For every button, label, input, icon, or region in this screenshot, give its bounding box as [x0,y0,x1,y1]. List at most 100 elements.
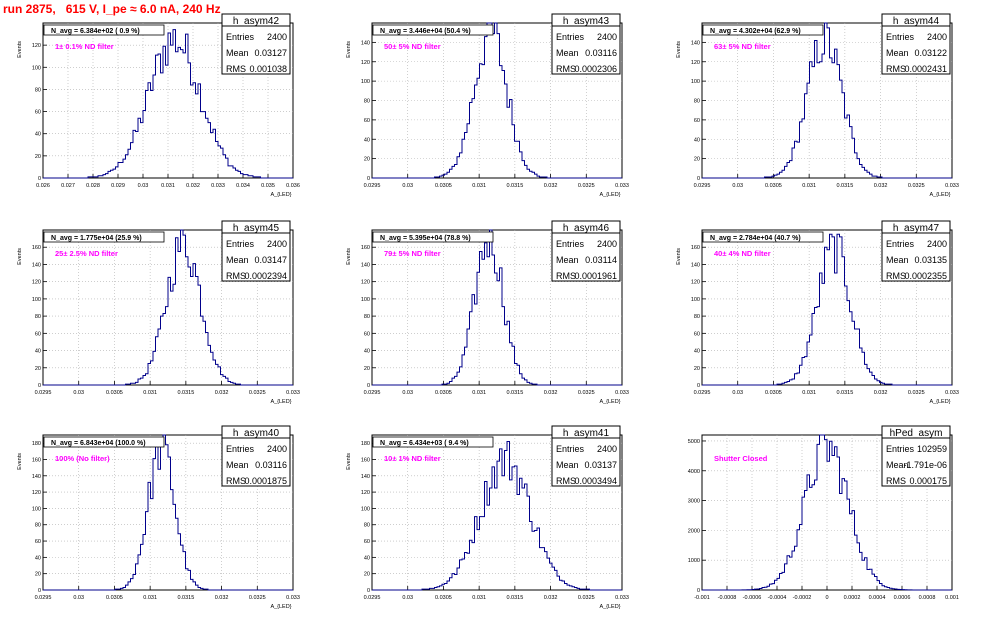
stats-box [221,425,291,487]
x-tick-label: 0.033 [286,595,300,601]
stats-key: RMS [556,64,576,74]
y-tick-label: 60 [35,110,41,116]
stats-box [221,13,291,75]
y-tick-label: 40 [694,349,700,355]
y-tick-label: 20 [694,157,700,163]
y-tick-label: 140 [691,262,700,268]
x-tick-label: 0.032 [186,183,200,189]
y-tick-label: 0 [697,588,700,594]
histogram-series [702,434,952,591]
stats-value: 0.0001961 [574,271,617,281]
y-tick-label: 80 [364,99,370,105]
y-tick-label: 0 [697,176,700,182]
x-tick-label: 0.027 [61,183,75,189]
x-axis-title: A_{LED} [270,192,291,198]
y-tick-label: 100 [691,297,700,303]
x-tick-label: 0.0295 [35,390,52,396]
stats-value: 2400 [597,444,617,454]
stats-key: RMS [226,64,246,74]
x-tick-label: 0.032 [544,390,558,396]
y-tick-label: 0 [38,588,41,594]
x-tick-label: 0.03 [402,390,413,396]
histogram-panel-h_asym40: 0.0295 0.03 0.0305 0.031 0.0315 0.032 0.0325 0.… [17,425,300,610]
y-tick-label: 40 [364,349,370,355]
stats-value: 0.0002431 [904,64,947,74]
navg-box [43,24,165,36]
y-tick-label: 100 [691,79,700,85]
y-tick-label: 160 [361,245,370,251]
stats-box [881,425,951,487]
stats-value: 102959 [917,444,947,454]
plot-frame [701,229,953,386]
y-tick-label: 60 [694,331,700,337]
stats-value: 0.03116 [585,48,617,58]
y-tick-label: 60 [35,331,41,337]
stats-value: 2400 [927,32,947,42]
y-tick-label: 40 [694,137,700,143]
stats-value: 0.0002306 [574,64,617,74]
x-tick-label: -0.0006 [743,595,762,601]
x-tick-label: 0.031 [802,183,816,189]
stats-key: Entries [556,239,585,249]
histogram-panel-h_asym44: 0.0295 0.03 0.0305 0.031 0.0315 0.032 0.0325 0.… [676,13,959,198]
stats-value: 0.03127 [254,48,287,58]
navg-label: N_avg = 3.446e+04 (50.4 %) [380,28,471,35]
stats-key: Entries [886,239,915,249]
y-tick-label: 140 [361,474,370,480]
x-tick-label: 0.0305 [106,595,123,601]
x-tick-label: 0.03 [732,183,743,189]
x-tick-label: -0.0008 [718,595,737,601]
stats-value: 0.03137 [584,460,617,470]
stats-key: Mean [556,255,579,265]
x-tick-label: 0.031 [143,390,157,396]
navg-label: N_avg = 5.395e+04 (78.8 %) [380,235,471,242]
stats-title: h_asym42 [233,16,280,27]
x-tick-label: 0.0006 [894,595,911,601]
y-tick-label: 80 [35,87,41,93]
y-tick-label: 20 [364,572,370,578]
plot-frame [371,434,623,591]
filter-annotation: 100% (No filter) [55,454,110,463]
x-tick-label: 0.033 [615,183,629,189]
x-tick-label: 0.0305 [435,595,452,601]
stats-key: Entries [886,32,915,42]
x-tick-label: 0.0315 [506,183,523,189]
x-tick-label: 0.0315 [836,183,853,189]
x-tick-label: 0.031 [802,390,816,396]
navg-box [372,231,494,243]
stats-box [551,13,621,75]
y-tick-label: 120 [361,490,370,496]
stats-value: 0.03116 [255,460,287,470]
page-title: run 2875, 615 V, I_pe ≈ 6.0 nA, 240 Hz [3,2,221,16]
x-tick-label: 0.0315 [177,390,194,396]
y-tick-label: 5000 [688,439,700,445]
stats-value: 0.0003494 [574,476,617,486]
stats-key: Entries [226,239,255,249]
stats-title: h_asym45 [233,223,280,234]
histogram-panel-h_asym43: 0.0295 0.03 0.0305 0.031 0.0315 0.032 0.0325 0.… [346,13,629,198]
filter-annotation: 25± 2.5% ND filter [55,249,118,258]
y-tick-label: 20 [364,366,370,372]
filter-annotation: Shutter Closed [714,454,768,463]
y-tick-label: 20 [35,366,41,372]
x-tick-label: 0.033 [945,183,959,189]
y-tick-label: 80 [35,314,41,320]
stats-title: h_asym47 [893,223,940,234]
x-tick-label: 0.032 [544,183,558,189]
x-tick-label: 0.0325 [908,183,925,189]
x-tick-label: 0.03 [73,595,84,601]
x-tick-label: 0.0315 [177,595,194,601]
y-tick-label: 140 [32,262,41,268]
x-tick-label: 0.0295 [694,183,711,189]
y-tick-label: 160 [32,457,41,463]
stats-value: 0.0002355 [904,271,947,281]
x-axis-title: A_{LED} [270,399,291,405]
y-tick-label: 140 [361,40,370,46]
x-tick-label: 0.0305 [435,390,452,396]
x-tick-label: 0.03 [73,390,84,396]
y-axis-title: Events [346,453,352,470]
y-tick-label: 20 [694,366,700,372]
x-tick-label: 0.033 [211,183,225,189]
stats-key: Entries [886,444,915,454]
